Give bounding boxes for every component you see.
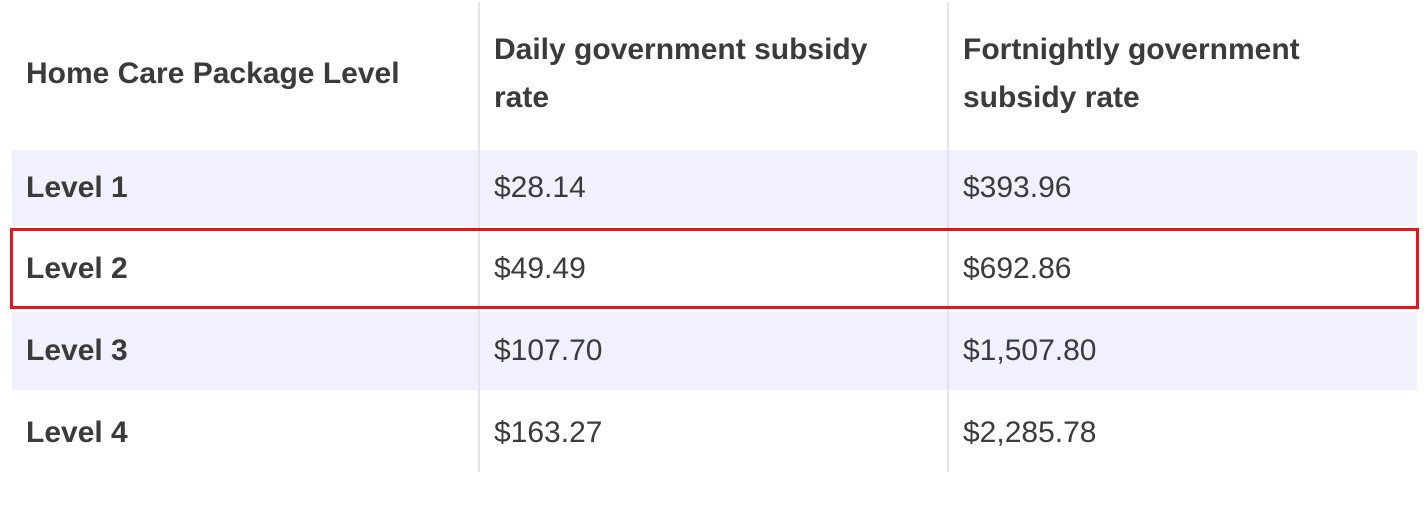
header-cell: Daily government subsidy rate [494, 33, 868, 114]
highlight-box [10, 228, 1419, 309]
daily-rate: $107.70 [494, 334, 603, 367]
level-cell: Level 1 [26, 171, 128, 204]
table-row: Level 3 $107.70 $1,507.80 [12, 312, 1417, 390]
daily-rate: $49.49 [494, 252, 586, 285]
column-separator [947, 2, 949, 472]
table-row: Level 2 $49.49 $692.86 [12, 230, 1417, 308]
daily-rate: $28.14 [494, 171, 586, 204]
fortnightly-rate: $2,285.78 [963, 416, 1097, 449]
fortnightly-rate: $393.96 [963, 171, 1072, 204]
header-row: Home Care Package Level Daily government… [12, 0, 1417, 148]
header-cell: Fortnightly government subsidy rate [963, 33, 1300, 114]
daily-rate: $163.27 [494, 416, 603, 449]
level-cell: Level 4 [26, 416, 128, 449]
fortnightly-rate: $1,507.80 [963, 334, 1097, 367]
level-cell: Level 2 [26, 252, 128, 285]
header-cell: Home Care Package Level [26, 57, 400, 90]
fortnightly-rate: $692.86 [963, 252, 1072, 285]
table-row: Level 4 $163.27 $2,285.78 [12, 393, 1417, 473]
column-separator [478, 2, 480, 472]
level-cell: Level 3 [26, 334, 128, 367]
table-row: Level 1 $28.14 $393.96 [12, 150, 1417, 226]
